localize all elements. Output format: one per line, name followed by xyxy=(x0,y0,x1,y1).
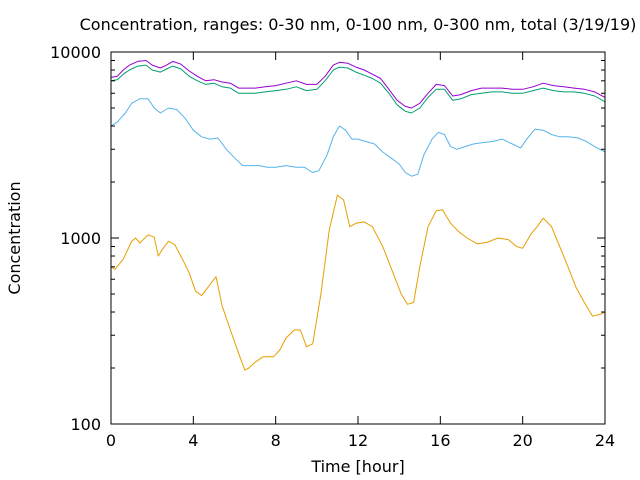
series-line-1 xyxy=(110,98,606,177)
y-tick-label: 10000 xyxy=(50,43,101,62)
x-tick-label: 24 xyxy=(595,431,615,450)
x-tick-label: 12 xyxy=(348,431,368,450)
y-axis-label: Concentration xyxy=(5,181,24,294)
series-line-0 xyxy=(110,194,606,371)
x-tick-label: 0 xyxy=(106,431,116,450)
x-tick-label: 20 xyxy=(512,431,532,450)
y-tick-label: 100 xyxy=(70,415,101,434)
x-tick-label: 4 xyxy=(188,431,198,450)
x-axis-label: Time [hour] xyxy=(310,457,404,476)
series-line-3 xyxy=(110,60,606,109)
axes-layer: 0 4 8 12 16 20 24 100 1000 10000 xyxy=(50,43,615,450)
x-tick-label: 16 xyxy=(430,431,450,450)
plot-frame xyxy=(110,51,606,425)
y-tick-label: 1000 xyxy=(60,229,101,248)
series-layer xyxy=(110,60,606,371)
series-line-2 xyxy=(110,64,606,114)
x-tick-label: 8 xyxy=(271,431,281,450)
chart-title: Concentration, ranges: 0-30 nm, 0-100 nm… xyxy=(80,15,637,34)
